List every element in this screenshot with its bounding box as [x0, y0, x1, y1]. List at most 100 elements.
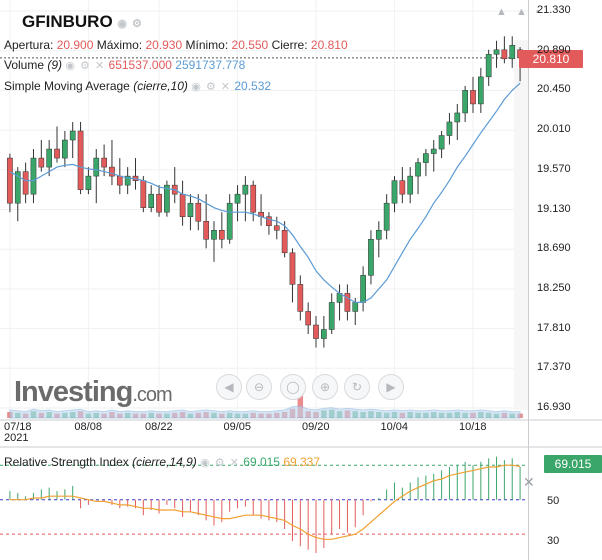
candle-body — [321, 329, 327, 339]
rsi-param: (cierre,14,9) — [132, 455, 197, 469]
time-tick-label: 08/08 — [74, 421, 102, 433]
candle-body — [14, 171, 21, 204]
candle-body — [164, 184, 170, 213]
close-label: Cierre: — [271, 38, 308, 52]
ohlc-legend: Apertura: 20.900 Máximo: 20.930 Mínimo: … — [4, 38, 348, 52]
volume-label: Volume — [4, 58, 45, 72]
logo-main: Investing — [14, 376, 133, 408]
rsi-settings-icon[interactable]: ◉ ⚙ ✕ — [200, 457, 240, 469]
candle-body — [462, 90, 468, 114]
scroll-right-button[interactable]: ▶ — [378, 374, 404, 400]
zoom-out-button[interactable]: ⊖ — [246, 374, 272, 400]
sma-param: (cierre,10) — [133, 79, 188, 93]
candle-body — [281, 230, 288, 254]
candle-body — [407, 175, 414, 195]
low-value: 20.550 — [231, 38, 269, 52]
symbol-title: GFINBURO ◉ ⚙ — [22, 12, 143, 32]
candle-body — [438, 135, 445, 150]
price-tick-label: 17.810 — [537, 321, 571, 334]
volume-average-area — [9, 405, 521, 419]
toolbar-corner-icons[interactable]: ▲ ▲ ▪ — [496, 6, 543, 18]
price-tick-label: 17.370 — [537, 361, 571, 374]
time-tick-label: 07/18 — [4, 421, 32, 433]
rsi-panel — [0, 446, 602, 554]
candle-body — [124, 175, 131, 186]
price-tick-label: 18.250 — [537, 281, 571, 294]
candle-body — [7, 157, 13, 204]
candle-body — [344, 293, 351, 312]
candle-body — [234, 193, 241, 204]
time-tick-label: 10/18 — [458, 421, 487, 433]
last-price-tag: 20.810 — [519, 50, 583, 68]
time-tick-label: 08/22 — [145, 421, 173, 433]
candle-body — [116, 175, 123, 186]
price-tick-label: 21.330 — [537, 4, 571, 16]
candle-body — [211, 230, 217, 240]
scroll-left-button[interactable]: ◀ — [216, 374, 242, 400]
volume-param: (9) — [47, 58, 63, 72]
candles — [7, 36, 523, 348]
candle-body — [375, 230, 382, 240]
candle-body — [391, 180, 398, 204]
zoom-in-button[interactable]: ⊕ — [312, 374, 338, 400]
price-tick-label: 20.890 — [537, 43, 571, 56]
rsi-signal-value: 69.337 — [283, 455, 321, 469]
candle-body — [360, 275, 366, 303]
sma-label: Simple Moving Average — [4, 79, 130, 93]
price-tick-label: 19.130 — [537, 202, 571, 215]
candle-body — [250, 184, 257, 213]
candle-body — [352, 302, 359, 312]
zoom-reset-button[interactable]: ◯ — [280, 374, 306, 400]
candle-body — [328, 302, 335, 330]
candle-body — [430, 148, 437, 154]
candle-body — [218, 230, 225, 240]
open-label: Apertura: — [4, 38, 54, 52]
volume-legend[interactable]: Volume (9) ◉ ⚙ ✕ 651537.000 2591737.778 — [4, 58, 245, 72]
sma-value: 20.532 — [234, 79, 272, 93]
low-label: Mínimo: — [185, 38, 229, 52]
close-panel-icon[interactable]: ✕ — [523, 474, 535, 490]
future-area — [514, 40, 528, 410]
candle-body — [415, 162, 421, 177]
rsi-value: 69.015 — [243, 455, 280, 469]
year-label: 2021 — [4, 432, 29, 444]
volume-settings-icon[interactable]: ◉ ⚙ ✕ — [65, 60, 106, 72]
rsi-legend[interactable]: Relative Strength Index (cierre,14,9) ◉ … — [4, 455, 320, 469]
candle-body — [226, 202, 233, 240]
price-tick-label: 18.690 — [537, 242, 571, 255]
candle-body — [46, 148, 53, 168]
candle-body — [54, 148, 60, 159]
candle-body — [62, 139, 68, 159]
candle-body — [273, 225, 280, 231]
candle-body — [156, 193, 162, 213]
sma-legend[interactable]: Simple Moving Average (cierre,10) ◉ ⚙ ✕ … — [4, 79, 271, 93]
symbol-name: GFINBURO — [22, 12, 113, 31]
reset-button[interactable]: ↻ — [344, 374, 370, 400]
sma-settings-icon[interactable]: ◉ ⚙ ✕ — [191, 81, 232, 93]
high-value: 20.930 — [145, 38, 183, 52]
price-tick-label: 16.930 — [537, 401, 571, 413]
time-tick-label: 09/05 — [223, 421, 252, 433]
candle-body — [195, 202, 202, 222]
candle-body — [203, 220, 209, 240]
candle-body — [399, 180, 406, 195]
candle-body — [446, 121, 453, 136]
visibility-icon[interactable]: ◉ ⚙ — [117, 18, 143, 30]
candle-body — [383, 202, 390, 231]
candle-body — [313, 324, 319, 339]
candle-body — [266, 216, 272, 226]
candle-body — [485, 54, 492, 78]
candle-body — [368, 239, 374, 276]
candle-body — [109, 166, 115, 177]
open-value: 20.900 — [56, 38, 94, 52]
sma-path — [9, 82, 521, 303]
price-tick-label: 20.010 — [537, 123, 571, 136]
sma-line — [9, 82, 521, 303]
high-label: Máximo: — [96, 38, 143, 52]
candle-body — [454, 112, 461, 123]
rsi-tag: 69.015 — [544, 455, 602, 473]
candle-body — [509, 45, 516, 60]
candle-body — [22, 171, 29, 195]
